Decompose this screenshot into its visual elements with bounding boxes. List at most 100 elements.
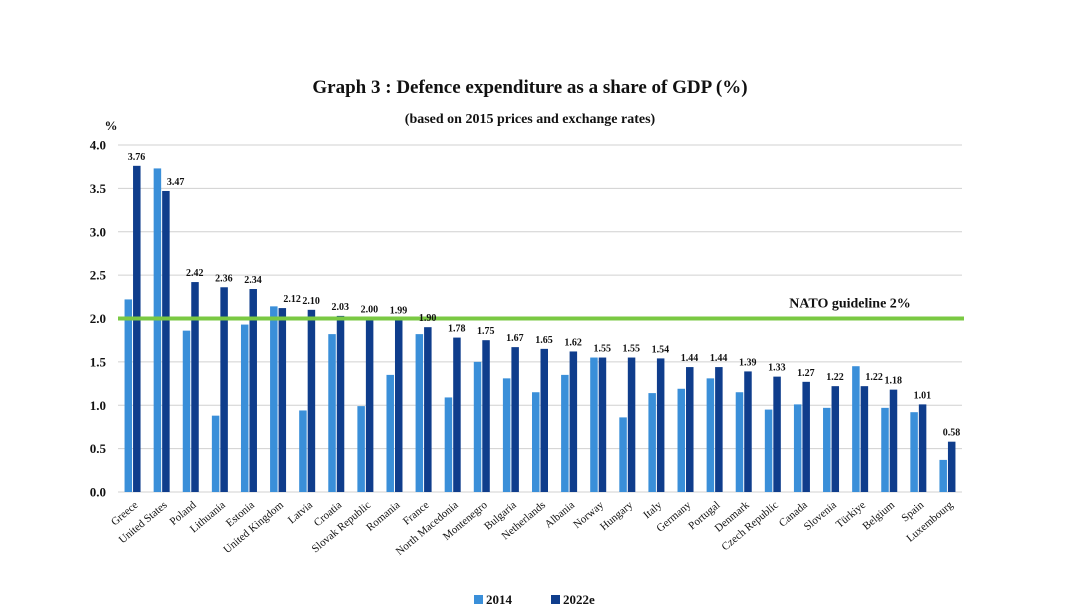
- value-label-2022e: 3.47: [167, 177, 185, 188]
- value-label-2022e: 1.62: [564, 337, 582, 348]
- bar-2022e: [249, 289, 257, 492]
- bar-2014: [793, 404, 802, 492]
- bar-2014: [881, 407, 889, 492]
- value-label-2022e: 1.01: [914, 390, 932, 401]
- legend-label-2022e: 2022e: [563, 592, 595, 607]
- bar-2022e: [744, 371, 752, 492]
- bar-2022e: [394, 319, 403, 492]
- bar-2014: [561, 374, 569, 492]
- category-label: Italy: [641, 499, 665, 521]
- value-label-2022e: 1.75: [477, 326, 495, 337]
- legend-swatch-2014: [474, 595, 483, 604]
- bar-2022e: [715, 367, 723, 492]
- value-label-2022e: 2.42: [186, 268, 204, 279]
- y-tick-label: 3.5: [90, 181, 107, 196]
- nato-guideline: NATO guideline 2%: [118, 297, 964, 321]
- bar-2014: [299, 410, 307, 492]
- category-label: Romania: [364, 499, 402, 534]
- chart-subtitle: (based on 2015 prices and exchange rates…: [405, 112, 656, 127]
- bar-2014: [590, 357, 598, 492]
- bar-2014: [764, 409, 773, 492]
- y-tick-label: 4.0: [90, 138, 106, 153]
- bar-2014: [240, 324, 249, 492]
- value-label-2022e: 0.58: [943, 428, 961, 439]
- value-label-2022e: 1.78: [448, 324, 466, 335]
- value-label-2022e: 1.18: [884, 376, 902, 387]
- category-label: Latvia: [286, 499, 315, 526]
- bar-2022e: [162, 190, 170, 493]
- bar-2014: [386, 374, 394, 492]
- y-tick-label: 1.0: [90, 398, 106, 413]
- bar-2022e: [191, 282, 199, 492]
- bar-2014: [153, 168, 162, 493]
- bar-2014: [182, 330, 191, 492]
- legend-label-2014: 2014: [486, 592, 513, 607]
- bar-2022e: [918, 404, 927, 492]
- bar-2022e: [598, 357, 607, 492]
- bar-2014: [124, 299, 133, 492]
- value-label-2022e: 3.76: [128, 152, 146, 163]
- value-label-2022e: 1.33: [768, 363, 786, 374]
- bar-2022e: [365, 318, 374, 492]
- value-label-2022e: 2.36: [215, 273, 233, 284]
- y-axis-ticks: 0.0 0.5 1.0 1.5 2.0 2.5 3.0 3.5 4.0: [90, 138, 107, 500]
- bar-2014: [648, 393, 656, 492]
- value-label-2022e: 1.54: [652, 344, 670, 355]
- bar-2022e: [947, 441, 956, 492]
- value-label-2022e: 2.10: [302, 296, 320, 307]
- bar-2014: [444, 397, 453, 492]
- value-label-2022e: 2.34: [244, 275, 262, 286]
- value-label-2022e: 2.12: [283, 294, 301, 305]
- bar-2022e: [336, 315, 345, 492]
- category-label: Albania: [543, 499, 577, 531]
- bar-2014: [852, 366, 860, 492]
- bar-2022e: [831, 386, 840, 492]
- value-label-2022e: 1.44: [681, 353, 699, 364]
- bar-2014: [735, 392, 744, 492]
- bar-2022e: [656, 358, 665, 492]
- bar-2014: [910, 412, 918, 492]
- bar-2022e: [860, 386, 869, 492]
- nato-guideline-label: NATO guideline 2%: [789, 297, 911, 312]
- legend-swatch-2022e: [551, 595, 560, 604]
- bars: [124, 165, 956, 493]
- value-label-2022e: 1.67: [506, 333, 524, 344]
- bar-2022e: [424, 327, 432, 492]
- y-axis-unit-label: %: [105, 118, 118, 133]
- bar-2014: [357, 406, 365, 492]
- y-tick-label: 0.5: [90, 441, 107, 456]
- bar-2022e: [569, 351, 578, 492]
- bar-2022e: [482, 340, 490, 492]
- bar-2014: [328, 334, 336, 492]
- value-label-2022e: 1.90: [419, 313, 437, 324]
- bar-2014: [415, 334, 424, 492]
- bar-2014: [677, 388, 686, 492]
- value-label-2022e: 1.44: [710, 353, 728, 364]
- value-label-2022e: 2.00: [361, 305, 379, 316]
- y-tick-label: 1.5: [90, 354, 107, 369]
- bar-2022e: [773, 376, 781, 492]
- value-label-2022e: 1.39: [739, 357, 757, 368]
- bar-2022e: [278, 308, 287, 492]
- bar-2022e: [889, 389, 898, 492]
- value-labels: 3.76 3.47 2.42 2.36 2.34 2.12 2.10 2.03 2.00 1.99…: [128, 152, 960, 439]
- y-tick-label: 2.0: [90, 311, 106, 326]
- category-label: Hungary: [598, 499, 636, 533]
- value-label-2022e: 2.03: [332, 302, 350, 313]
- y-tick-label: 0.0: [90, 485, 106, 500]
- y-tick-label: 2.5: [90, 268, 107, 283]
- bar-2014: [619, 417, 627, 492]
- bar-2022e: [511, 347, 519, 492]
- chart-title: Graph 3 : Defence expenditure as a share…: [312, 77, 747, 98]
- bar-2022e: [307, 309, 316, 492]
- value-label-2022e: 1.22: [826, 372, 844, 383]
- bar-2022e: [540, 348, 548, 492]
- bar-2022e: [802, 381, 810, 492]
- bar-2014: [706, 378, 715, 492]
- bar-2022e: [220, 287, 228, 492]
- bar-2022e: [686, 367, 694, 492]
- value-label-2022e: 1.99: [390, 305, 408, 316]
- value-label-2022e: 1.27: [797, 368, 815, 379]
